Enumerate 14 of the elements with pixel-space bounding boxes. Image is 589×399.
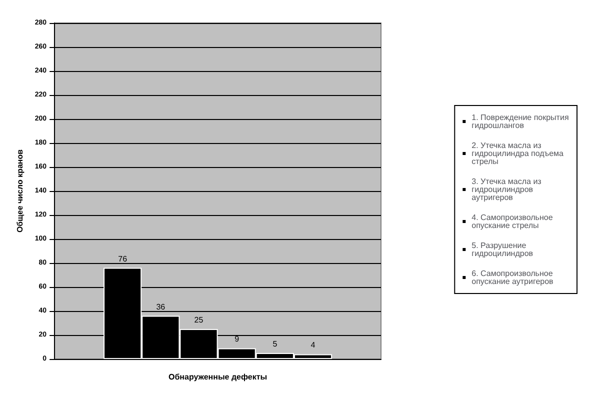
data-label: 36	[156, 302, 166, 312]
data-label: 76	[118, 254, 128, 264]
legend-label: 3. Утечка масла из гидроцилиндров аутригеров	[472, 177, 544, 202]
legend-label: 2. Утечка масла из гидроцилиндра подъема стрелы	[472, 141, 566, 166]
x-axis-title: Обнаруженные дефекты	[168, 372, 268, 382]
legend-label: 5. Разрушение гидроцилиндров	[472, 241, 534, 258]
data-label: 5	[272, 340, 278, 348]
legend-label: 6. Самопроизвольное опускание аутригеров	[472, 269, 555, 286]
data-label: 9	[234, 334, 240, 344]
data-label: 4	[310, 340, 316, 350]
data-label: 25	[194, 316, 204, 324]
legend-label: 1. Повреждение покрытия гидрошлангов	[472, 113, 572, 130]
legend-label: 4. Самопроизвольное опускание стрелы	[472, 213, 555, 230]
y-axis-title: Общее число кранов	[16, 149, 24, 233]
